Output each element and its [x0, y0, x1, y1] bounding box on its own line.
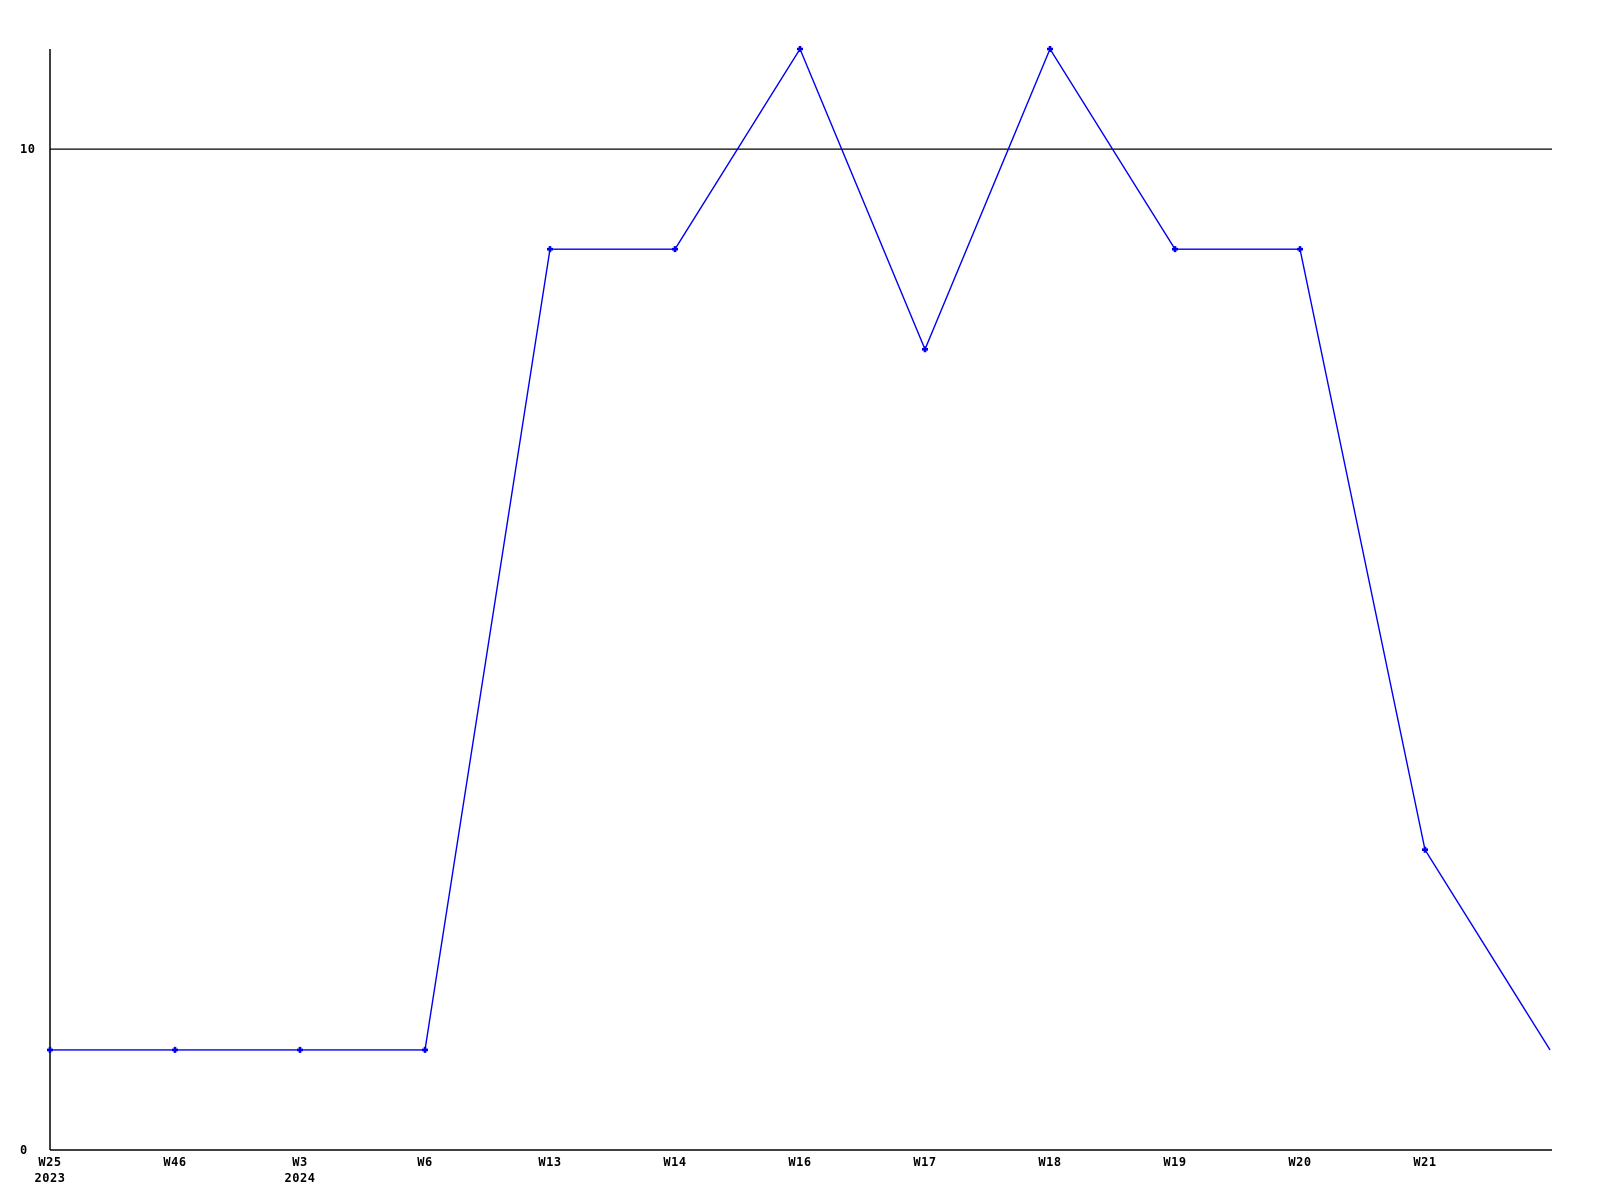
y-tick-label: 10 — [20, 142, 35, 156]
data-point-marker — [422, 1046, 428, 1053]
x-tick-label: W25 — [38, 1155, 61, 1169]
x-tick-label: W13 — [538, 1155, 561, 1169]
series-line — [50, 47, 1551, 1051]
data-point-marker — [797, 46, 803, 52]
x-tick-label: W20 — [1288, 1155, 1311, 1169]
data-point-marker — [1047, 46, 1053, 52]
x-tick-label: W16 — [788, 1155, 811, 1169]
x-tick-label: W3 — [292, 1155, 307, 1169]
data-point-marker — [297, 1046, 303, 1053]
x-tick-label: W21 — [1413, 1155, 1436, 1169]
data-point-marker — [1422, 846, 1428, 853]
data-point-marker — [172, 1046, 178, 1053]
data-point-marker — [1297, 246, 1303, 253]
x-tick-label: W6 — [417, 1155, 432, 1169]
data-point-marker — [922, 346, 928, 353]
y-tick-label: 0 — [20, 1143, 28, 1157]
data-point-marker — [1172, 246, 1178, 253]
x-tick-label: W14 — [663, 1155, 686, 1169]
x-tick-label: W18 — [1038, 1155, 1061, 1169]
year-label: 2024 — [285, 1171, 316, 1185]
data-point-marker — [672, 246, 678, 253]
x-tick-label: W17 — [913, 1155, 936, 1169]
x-tick-label: W46 — [163, 1155, 186, 1169]
x-tick-label: W19 — [1163, 1155, 1186, 1169]
data-point-marker — [547, 246, 553, 253]
data-point-marker — [47, 1046, 53, 1053]
year-label: 2023 — [35, 1171, 66, 1185]
